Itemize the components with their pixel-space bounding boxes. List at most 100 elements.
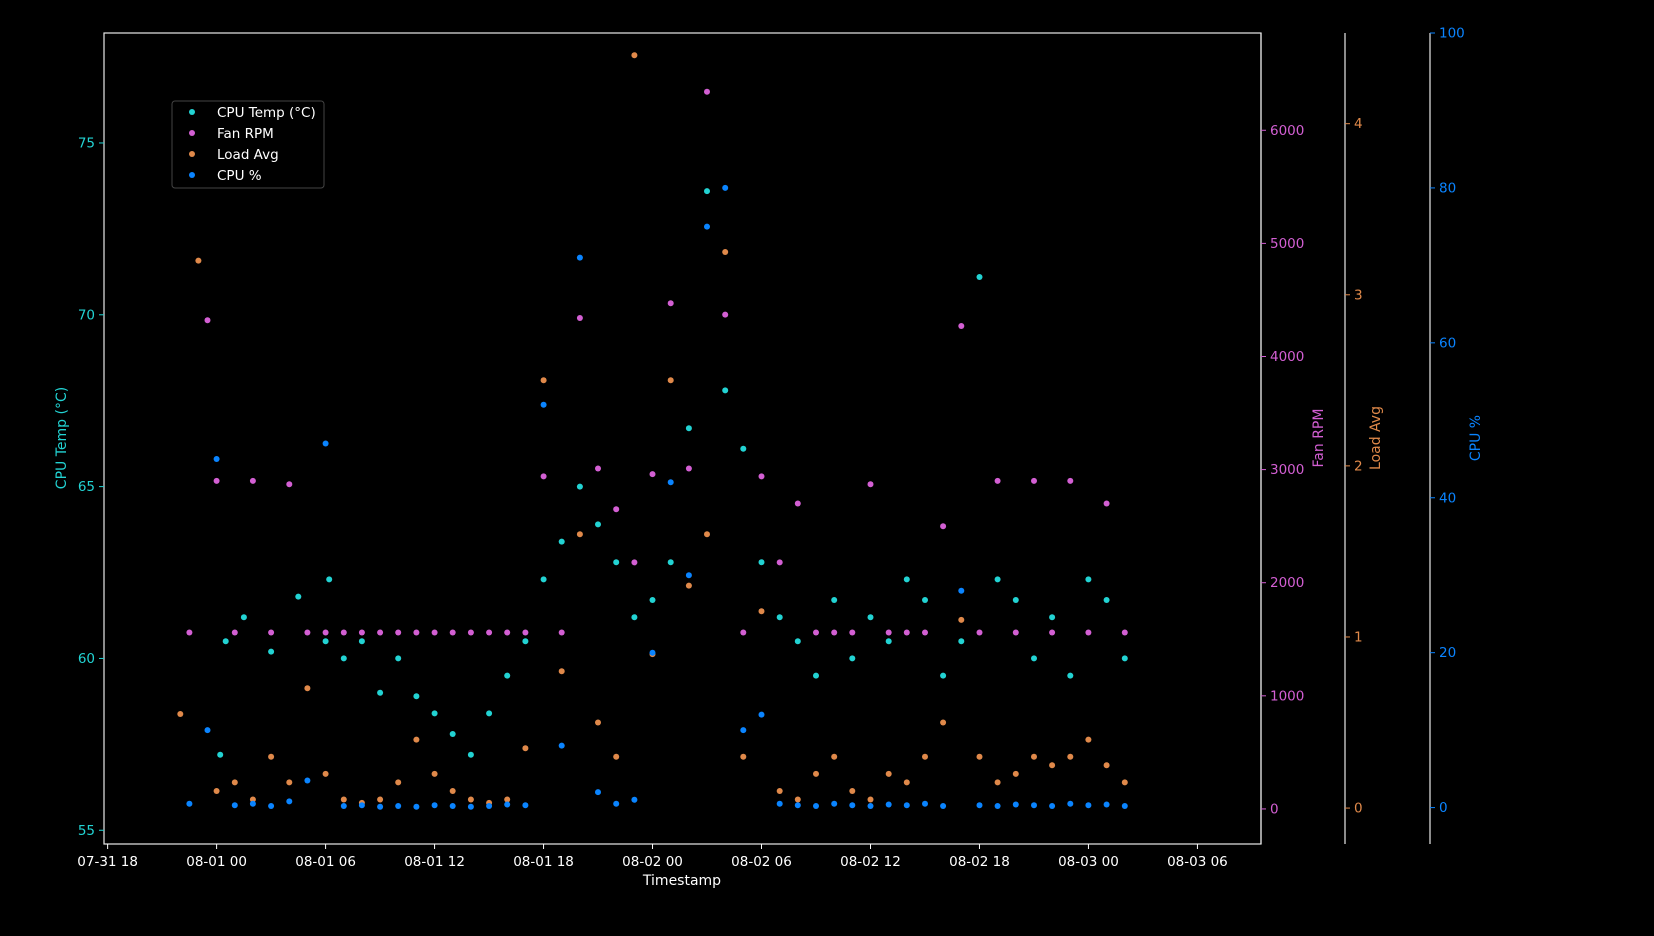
data-point — [1067, 672, 1074, 679]
data-point — [1012, 770, 1019, 777]
data-point — [722, 311, 729, 318]
data-point — [940, 672, 947, 679]
data-point — [304, 685, 311, 692]
data-point — [922, 800, 928, 807]
data-point — [186, 629, 193, 636]
x-tick-label: 08-03 06 — [1167, 854, 1228, 870]
data-point — [358, 802, 365, 809]
data-point — [240, 614, 247, 621]
data-point — [758, 559, 765, 566]
data-point — [758, 608, 765, 615]
data-point — [1012, 597, 1019, 603]
data-point — [595, 465, 601, 472]
data-point — [340, 629, 347, 636]
data-point — [994, 477, 1001, 484]
data-point — [204, 727, 211, 734]
y-tick-label: 3 — [1354, 287, 1363, 303]
data-point — [976, 274, 983, 280]
data-point — [213, 477, 220, 484]
data-point — [268, 753, 275, 760]
data-point — [449, 731, 456, 737]
data-point — [613, 800, 620, 807]
data-point — [704, 531, 710, 538]
data-point — [722, 387, 729, 394]
data-point — [776, 800, 783, 807]
data-point — [976, 802, 983, 809]
data-point — [631, 614, 638, 621]
data-point — [595, 789, 601, 796]
data-point — [540, 473, 547, 480]
data-point — [685, 465, 692, 472]
data-point — [849, 655, 856, 662]
x-tick-label: 08-02 06 — [731, 854, 792, 870]
data-point — [558, 538, 565, 545]
data-point — [867, 796, 874, 803]
data-point — [1067, 477, 1074, 484]
data-point — [304, 777, 311, 784]
data-point — [395, 629, 402, 636]
data-point — [231, 629, 238, 636]
data-point — [177, 711, 184, 717]
data-point — [885, 801, 892, 808]
data-point — [740, 445, 747, 452]
data-point — [685, 572, 692, 579]
legend-label: Fan RPM — [217, 126, 274, 142]
data-point — [794, 796, 801, 803]
y-tick-label: 60 — [1439, 335, 1456, 351]
data-point — [976, 753, 983, 760]
data-point — [831, 597, 838, 603]
data-point — [576, 483, 583, 490]
data-point — [449, 629, 456, 636]
data-point — [1012, 629, 1019, 636]
data-point — [322, 629, 329, 636]
data-point — [295, 593, 302, 600]
data-point — [395, 655, 402, 662]
data-point — [1121, 803, 1128, 809]
data-point — [286, 481, 293, 488]
legend-marker — [189, 151, 195, 157]
data-point — [740, 753, 747, 760]
data-point — [486, 629, 493, 636]
data-point — [558, 742, 565, 749]
y-tick-label: 4 — [1354, 116, 1363, 132]
data-point — [813, 672, 819, 679]
data-point — [522, 629, 529, 636]
data-point — [958, 587, 965, 594]
y-tick-label: 5000 — [1270, 236, 1304, 252]
data-point — [286, 798, 293, 805]
x-tick-label: 08-01 06 — [295, 854, 356, 870]
data-point — [231, 779, 238, 786]
x-tick-label: 08-02 00 — [622, 854, 683, 870]
data-point — [903, 802, 910, 809]
data-point — [413, 736, 420, 743]
data-point — [667, 300, 674, 307]
data-point — [758, 711, 765, 718]
y-tick-label: 4000 — [1270, 349, 1304, 365]
data-point — [722, 249, 729, 255]
data-point — [522, 638, 529, 645]
data-point — [340, 803, 347, 809]
data-point — [613, 506, 620, 513]
data-point — [685, 425, 692, 432]
data-point — [685, 582, 692, 589]
data-points — [177, 52, 1128, 810]
data-point — [340, 796, 347, 803]
data-point — [794, 638, 801, 645]
y-tick-label: 70 — [78, 307, 95, 323]
data-point — [940, 719, 947, 726]
data-point — [504, 796, 511, 803]
data-point — [940, 523, 947, 530]
data-point — [576, 315, 583, 321]
data-point — [377, 803, 384, 810]
data-point — [831, 800, 838, 807]
x-axis: 07-31 18 08-01 00 08-01 06 08-01 12 08-01 18… — [77, 844, 1228, 870]
data-point — [976, 629, 983, 636]
data-point — [322, 638, 329, 645]
data-point — [958, 638, 965, 645]
data-point — [831, 629, 838, 636]
x-tick-label: 07-31 18 — [77, 854, 138, 870]
data-point — [431, 770, 438, 777]
data-point — [1085, 629, 1092, 636]
data-point — [1049, 629, 1056, 636]
